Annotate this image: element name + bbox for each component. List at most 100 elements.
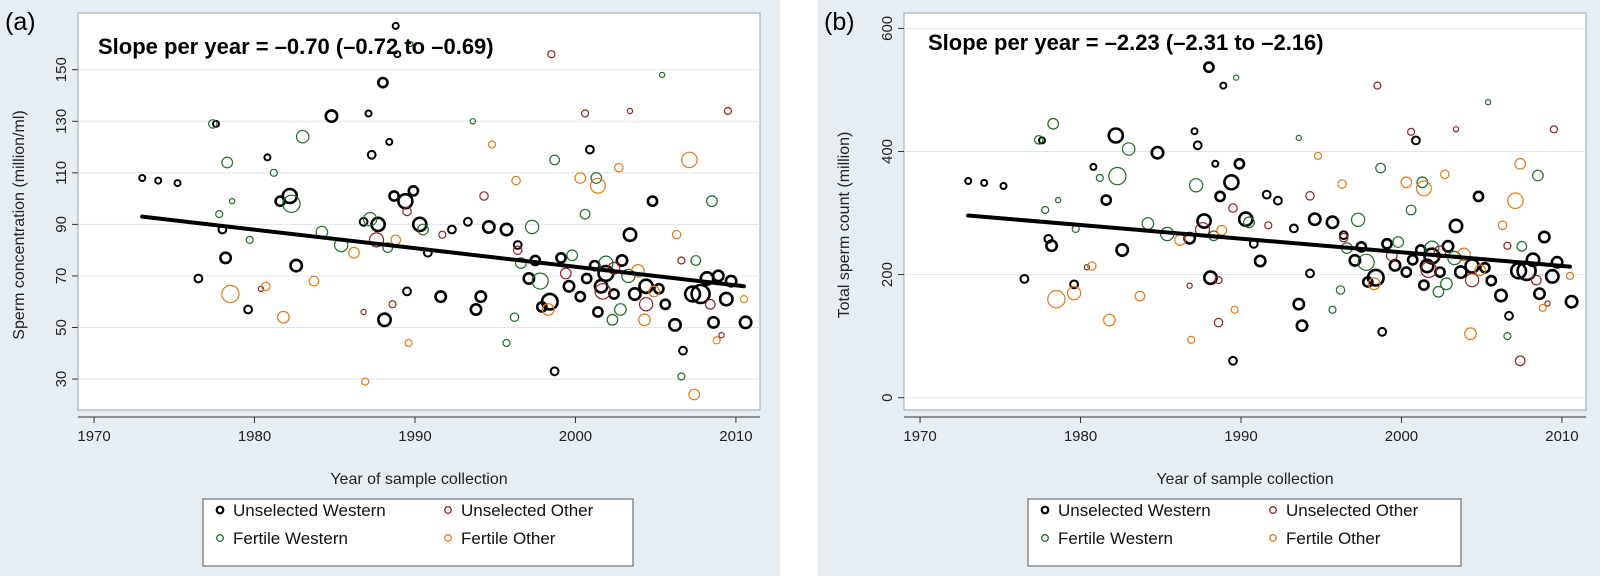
data-point-fertile-other xyxy=(1087,261,1097,271)
data-point-fertile-western xyxy=(1405,204,1417,216)
data-point-fertile-western xyxy=(1232,74,1240,81)
y-tick-label: 30 xyxy=(53,371,70,388)
data-point-unselected-western xyxy=(481,220,496,235)
data-point-unselected-other xyxy=(1186,282,1193,289)
data-point-fertile-western xyxy=(1432,285,1445,298)
data-point-fertile-other xyxy=(1538,303,1547,312)
data-point-unselected-other xyxy=(1214,276,1223,285)
panel-b-label: (b) xyxy=(824,8,855,36)
panel-b-legend xyxy=(1027,498,1462,567)
data-point-unselected-other xyxy=(402,206,412,217)
data-point-fertile-western xyxy=(590,172,603,184)
data-point-unselected-other xyxy=(1420,261,1437,278)
x-tick-label: 2010 xyxy=(719,428,752,445)
data-point-unselected-western xyxy=(690,283,711,305)
data-point-unselected-western xyxy=(592,306,604,318)
legend-label-unselected-other: Unselected Other xyxy=(461,501,594,520)
data-point-unselected-western xyxy=(1192,140,1203,151)
data-point-unselected-western xyxy=(1305,268,1315,279)
panel-b-axes: 0 200 400 600 1970 1980 1990 2000 2010 xyxy=(879,16,1586,445)
data-point-unselected-western xyxy=(1019,274,1030,284)
data-point-unselected-western xyxy=(1214,190,1226,203)
y-tick-label: 400 xyxy=(879,139,896,164)
data-point-unselected-western xyxy=(1377,326,1388,337)
data-point-unselected-western xyxy=(1348,253,1362,267)
data-point-unselected-western xyxy=(376,76,389,89)
data-point-unselected-western xyxy=(1434,266,1446,278)
data-point-fertile-other xyxy=(1507,192,1524,209)
data-point-unselected-other xyxy=(1213,317,1224,328)
data-point-unselected-other xyxy=(438,230,447,239)
data-point-fertile-western xyxy=(658,71,666,79)
data-point-unselected-western xyxy=(1533,287,1547,301)
data-point-fertile-western xyxy=(269,168,278,177)
data-point-unselected-western xyxy=(388,190,400,202)
data-point-unselected-western xyxy=(1100,194,1113,206)
data-point-unselected-other xyxy=(257,285,265,292)
data-point-fertile-western xyxy=(690,255,702,266)
data-point-unselected-western xyxy=(738,315,753,330)
data-point-fertile-western xyxy=(407,40,414,48)
data-point-unselected-western xyxy=(667,317,682,332)
data-point-unselected-other xyxy=(360,308,367,316)
data-point-fertile-other xyxy=(681,151,698,169)
data-point-unselected-western xyxy=(1418,279,1430,291)
data-point-unselected-other xyxy=(1264,221,1273,230)
data-point-unselected-western xyxy=(1537,230,1551,244)
panel-a-legend xyxy=(202,498,634,567)
data-point-fertile-other xyxy=(712,336,721,345)
data-point-fertile-other xyxy=(1464,327,1477,341)
data-point-unselected-other xyxy=(638,297,654,312)
data-point-fertile-other xyxy=(1047,290,1066,309)
data-point-unselected-western xyxy=(1150,145,1165,160)
data-point-fertile-western xyxy=(245,235,254,244)
legend-label-unselected-western: Unselected Western xyxy=(1058,501,1211,520)
data-point-unselected-western xyxy=(1292,297,1306,311)
x-tick-label: 2000 xyxy=(1385,428,1418,445)
data-point-fertile-other xyxy=(361,377,370,386)
data-point-unselected-other xyxy=(1305,191,1315,201)
y-tick-label: 150 xyxy=(53,57,70,82)
legend-label-fertile-western: Fertile Western xyxy=(233,529,348,548)
data-point-unselected-western xyxy=(1045,239,1059,253)
data-point-fertile-western xyxy=(606,313,619,326)
data-point-unselected-western xyxy=(706,315,720,329)
data-point-unselected-western xyxy=(1273,195,1283,206)
data-point-unselected-western xyxy=(463,216,473,227)
data-point-fertile-western xyxy=(614,303,627,316)
data-point-fertile-western xyxy=(524,219,540,235)
data-point-unselected-other xyxy=(607,261,621,275)
data-point-unselected-other xyxy=(1503,241,1512,250)
data-point-unselected-western xyxy=(391,21,400,30)
data-point-unselected-other xyxy=(512,245,523,255)
data-point-unselected-other xyxy=(1464,272,1480,288)
data-point-unselected-western xyxy=(173,179,182,188)
data-point-fertile-other xyxy=(1230,305,1239,314)
data-point-fertile-western xyxy=(677,372,686,381)
data-point-unselected-western xyxy=(366,149,377,160)
x-tick-label: 1980 xyxy=(1064,428,1097,445)
data-point-unselected-western xyxy=(622,227,638,243)
data-point-unselected-western xyxy=(1448,218,1464,234)
data-point-unselected-western xyxy=(385,137,394,146)
panel-b-y-axis-title: Total sperm count (million) xyxy=(836,132,853,319)
data-point-unselected-other xyxy=(704,298,716,310)
data-point-fertile-western xyxy=(1054,196,1062,204)
data-point-unselected-other xyxy=(1406,127,1416,136)
data-point-fertile-other xyxy=(1313,151,1323,160)
panel-b-x-axis-title: Year of sample collection xyxy=(1156,471,1333,488)
data-point-unselected-western xyxy=(1411,135,1421,146)
data-point-fertile-other xyxy=(1565,271,1575,280)
data-point-unselected-western xyxy=(324,109,339,124)
data-point-unselected-other xyxy=(1530,274,1542,286)
data-point-unselected-other xyxy=(1083,264,1091,271)
panel-a-label: (a) xyxy=(5,8,36,36)
data-point-unselected-western xyxy=(718,291,734,307)
data-point-fertile-western xyxy=(221,156,234,169)
panel-a-points xyxy=(138,21,753,401)
data-point-fertile-western xyxy=(362,211,378,227)
data-point-fertile-other xyxy=(1337,179,1347,189)
data-point-unselected-western xyxy=(1485,274,1498,287)
data-point-fertile-other xyxy=(308,275,320,287)
